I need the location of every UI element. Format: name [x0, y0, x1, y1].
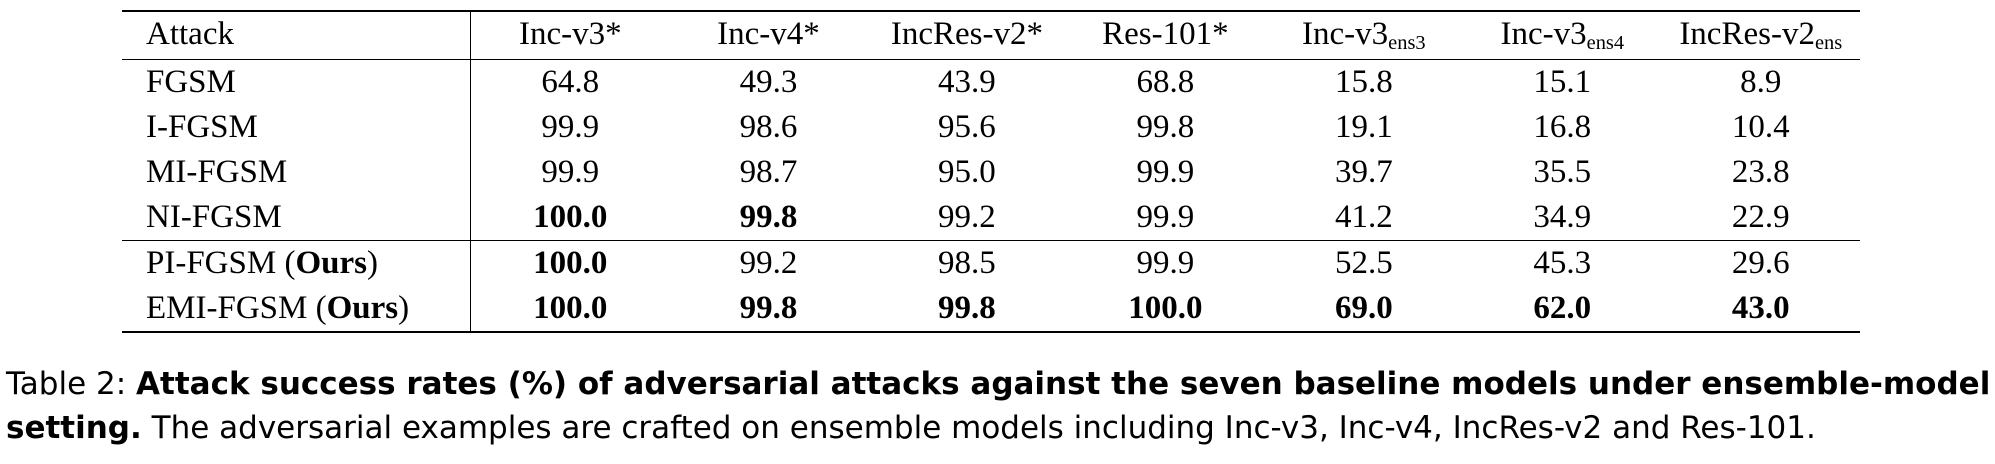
caption-text: The adversarial examples are crafted on …	[151, 410, 1816, 446]
value-cell: 10.4	[1731, 109, 1790, 145]
caption-lead: Attack success rates (%) of adversarial …	[6, 366, 1991, 446]
ours-label: Ours	[326, 290, 399, 326]
value-cell: 34.9	[1533, 199, 1592, 235]
results-table-container: Attack Inc-v3* Inc-v4* IncRes-v2* Res-10…	[122, 10, 1860, 333]
column-header-res-101: Res-101*	[1066, 10, 1265, 60]
value-cell: 100.0	[1066, 286, 1265, 333]
column-header-incres-v2-ens: IncRes-v2ens	[1661, 10, 1860, 60]
value-cell: 99.2	[669, 240, 868, 286]
value-cell: 64.8	[541, 64, 600, 100]
value-cell: 99.9	[1066, 240, 1265, 286]
attack-name-cell: NI-FGSM	[122, 195, 472, 241]
value-cell: 15.8	[1334, 64, 1393, 100]
column-header-inc-v3-ens4: Inc-v3ens4	[1463, 10, 1662, 60]
value-cell: 99.9	[541, 154, 600, 190]
attack-name-cell: FGSM	[122, 59, 472, 105]
attack-name-cell: EMI-FGSM (Ours)	[122, 286, 472, 333]
value-cell: 99.8	[867, 286, 1067, 333]
caption-label: Table 2:	[6, 366, 127, 402]
value-cell: 16.8	[1533, 109, 1592, 145]
value-cell: 98.5	[867, 240, 1067, 286]
value-cell: 99.2	[938, 199, 996, 235]
value-cell: 22.9	[1731, 199, 1790, 235]
value-cell: 95.6	[938, 109, 996, 145]
value-cell: 99.8	[739, 199, 798, 235]
value-cell: 99.9	[1136, 154, 1195, 190]
column-header-inc-v4: Inc-v4*	[669, 10, 868, 60]
table-header-row: Attack Inc-v3* Inc-v4* IncRes-v2* Res-10…	[122, 10, 1860, 60]
value-cell: 41.2	[1334, 199, 1393, 235]
attack-name-cell: MI-FGSM	[122, 150, 472, 195]
value-cell: 8.9	[1740, 64, 1782, 100]
column-header-incres-v2: IncRes-v2*	[867, 10, 1067, 60]
value-cell: 99.9	[541, 109, 600, 145]
table-row: EMI-FGSM (Ours) 100.0 99.8 99.8 100.0 69.0 62.…	[122, 286, 1860, 333]
column-header-inc-v3-ens3: Inc-v3ens3	[1264, 10, 1464, 60]
value-cell: 23.8	[1731, 154, 1790, 190]
value-cell: 43.0	[1661, 286, 1860, 333]
attack-name-cell: I-FGSM	[122, 105, 472, 150]
value-cell: 19.1	[1334, 109, 1393, 145]
value-cell: 99.9	[1136, 199, 1195, 235]
value-cell: 98.7	[739, 154, 798, 190]
value-cell: 69.0	[1264, 286, 1464, 333]
column-header-inc-v3: Inc-v3*	[470, 10, 670, 60]
value-cell: 15.1	[1533, 64, 1592, 100]
value-cell: 39.7	[1334, 154, 1393, 190]
value-cell: 100.0	[470, 240, 670, 286]
ours-label: Ours	[295, 245, 367, 281]
value-cell: 52.5	[1264, 240, 1464, 286]
value-cell: 29.6	[1661, 240, 1860, 286]
table-caption: Table 2: Attack success rates (%) of adv…	[6, 362, 1991, 450]
value-cell: 49.3	[739, 64, 798, 100]
column-header-attack: Attack	[122, 10, 472, 60]
table-row: PI-FGSM (Ours) 100.0 99.2 98.5 99.9 52.5 45.3 2…	[122, 240, 1860, 286]
value-cell: 99.8	[669, 286, 868, 333]
table-row: MI-FGSM 99.9 98.7 95.0 99.9 39.7 35.5 23.8	[122, 150, 1860, 195]
table-row: FGSM 64.8 49.3 43.9 68.8 15.8 15.1 8.9	[122, 59, 1860, 105]
results-table: Attack Inc-v3* Inc-v4* IncRes-v2* Res-10…	[122, 10, 1860, 333]
value-cell: 100.0	[533, 199, 608, 235]
table-row: NI-FGSM 100.0 99.8 99.2 99.9 41.2 34.9 22.9	[122, 195, 1860, 241]
value-cell: 45.3	[1463, 240, 1662, 286]
value-cell: 68.8	[1136, 64, 1195, 100]
value-cell: 100.0	[470, 286, 670, 333]
value-cell: 35.5	[1533, 154, 1592, 190]
value-cell: 95.0	[938, 154, 996, 190]
value-cell: 99.8	[1136, 109, 1195, 145]
value-cell: 43.9	[938, 64, 996, 100]
attack-name-cell: PI-FGSM (Ours)	[122, 240, 472, 286]
table-body: FGSM 64.8 49.3 43.9 68.8 15.8 15.1 8.9 I-FGSM 99.…	[122, 59, 1860, 333]
value-cell: 62.0	[1463, 286, 1662, 333]
value-cell: 98.6	[739, 109, 798, 145]
table-row: I-FGSM 99.9 98.6 95.6 99.8 19.1 16.8 10.4	[122, 105, 1860, 150]
